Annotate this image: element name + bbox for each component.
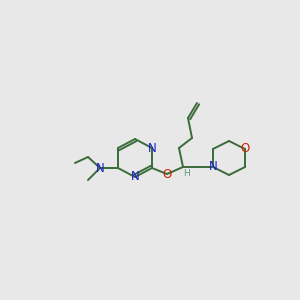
Text: N: N [208,160,217,173]
Text: N: N [130,170,140,184]
Text: O: O [240,142,250,155]
Text: H: H [183,169,189,178]
Text: O: O [162,167,172,181]
Text: N: N [96,161,104,175]
Text: N: N [148,142,156,154]
